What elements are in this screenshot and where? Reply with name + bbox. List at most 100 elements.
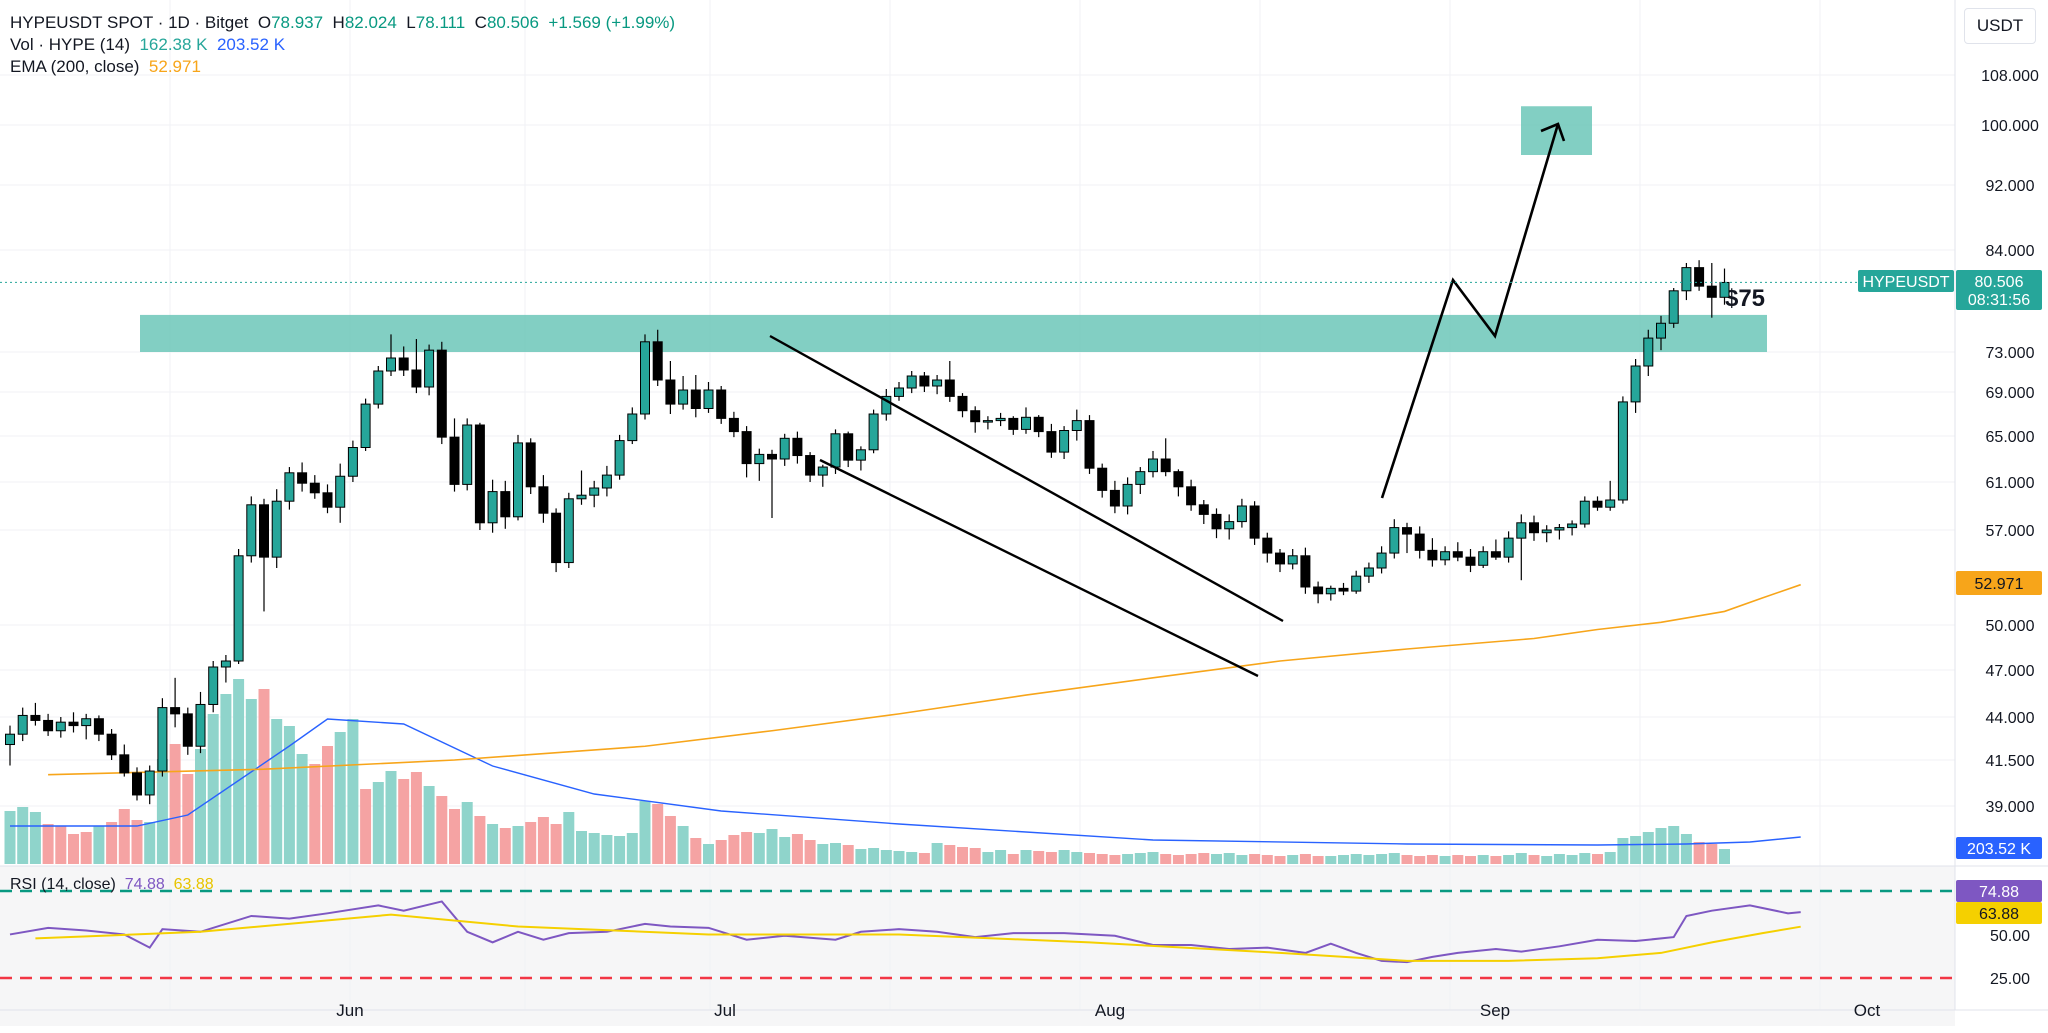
volume-bar xyxy=(1630,836,1642,864)
symbol-title: HYPEUSDT SPOT · 1D · Bitget xyxy=(10,13,249,32)
price-tick-label: 50.000 xyxy=(1986,618,2035,635)
candle-body xyxy=(1351,575,1362,592)
candle xyxy=(1021,407,1031,434)
volume-bar xyxy=(55,826,67,864)
volume-bar xyxy=(1338,855,1349,864)
volume-bar xyxy=(830,843,841,864)
candle-body xyxy=(195,703,206,747)
volume-bar xyxy=(1617,838,1629,864)
volume-bar xyxy=(512,826,524,864)
candle xyxy=(1503,531,1514,563)
volume-bar xyxy=(1592,854,1603,864)
candle-body xyxy=(436,349,447,438)
time-tick-label: Aug xyxy=(1095,1001,1125,1020)
candle xyxy=(627,407,638,445)
candle xyxy=(1236,498,1247,528)
candle xyxy=(500,480,511,529)
volume-bar xyxy=(703,844,714,864)
candle-body xyxy=(347,447,358,477)
last-price-tag-text: 80.506 xyxy=(1975,274,2024,291)
candle xyxy=(779,433,790,466)
candle xyxy=(1656,315,1666,351)
rsi-ma-tag-bg xyxy=(1956,902,2042,924)
candle-body xyxy=(246,504,257,557)
volume-bar xyxy=(1363,855,1375,864)
candle-body xyxy=(1046,431,1057,453)
candle xyxy=(386,334,396,376)
symbol-legend: HYPEUSDT SPOT · 1D · Bitget O78.937 H82.… xyxy=(10,13,676,32)
ema-value: 52.971 xyxy=(148,57,201,76)
volume-bar xyxy=(1007,854,1019,864)
candle xyxy=(525,438,536,494)
rsi-value-tag-bg xyxy=(1956,880,2042,902)
candle xyxy=(462,418,473,491)
candle xyxy=(640,334,650,420)
candle-body xyxy=(1300,555,1311,588)
volume-bar xyxy=(1122,854,1134,864)
candle-body xyxy=(525,442,536,488)
candle xyxy=(881,389,892,421)
volume-bar xyxy=(652,804,664,864)
candle-body xyxy=(843,433,854,461)
candle xyxy=(1516,514,1527,581)
candle-body xyxy=(779,437,790,460)
currency-selector[interactable]: USDT xyxy=(1964,8,2036,44)
candle xyxy=(271,489,282,568)
candle-body xyxy=(1402,527,1412,535)
volume-bar xyxy=(1414,856,1426,864)
volume-bar xyxy=(1211,854,1222,864)
volume-bar xyxy=(791,834,803,864)
candle xyxy=(208,661,219,713)
volume-bar xyxy=(1185,854,1197,864)
candle xyxy=(93,715,104,742)
candle-body xyxy=(1224,521,1235,530)
candle-body xyxy=(1694,267,1705,287)
candle-body xyxy=(1440,551,1451,561)
volume-bar xyxy=(131,820,143,864)
volume-bar xyxy=(1401,855,1413,864)
volume-bar xyxy=(4,811,16,864)
candle-body xyxy=(919,375,930,387)
symbol-price-tag-text: HYPEUSDT xyxy=(1862,274,1949,291)
candle xyxy=(1579,496,1590,528)
candle-body xyxy=(1668,290,1679,324)
candle xyxy=(449,418,460,492)
volume-bar xyxy=(614,836,626,864)
volume-bar xyxy=(1477,855,1489,864)
price-tick-label: 84.000 xyxy=(1986,243,2035,260)
candle xyxy=(1275,549,1285,573)
open-value: 78.937 xyxy=(271,13,324,32)
volume-ma-tag-text: 203.52 K xyxy=(1967,841,2031,858)
candle xyxy=(957,393,968,418)
candle xyxy=(1490,539,1501,560)
candle-body xyxy=(1287,555,1298,565)
time-tick-label: Jun xyxy=(336,1001,363,1020)
candle-body xyxy=(17,714,28,735)
price-tick-label: 44.000 xyxy=(1986,710,2035,727)
candle-body xyxy=(474,424,485,524)
time-tick-label: Oct xyxy=(1854,1001,1881,1020)
candle-body xyxy=(1186,486,1197,506)
candle-body xyxy=(30,714,41,721)
projection-arrowhead xyxy=(1540,122,1566,142)
volume-bar xyxy=(487,824,499,864)
candle-body xyxy=(500,491,511,518)
candle xyxy=(690,375,701,418)
volume-bar xyxy=(1147,852,1159,864)
volume-bar xyxy=(118,809,130,864)
volume-bar xyxy=(1045,852,1057,864)
candle xyxy=(754,448,765,481)
volume-bar xyxy=(1325,856,1337,864)
resistance-zone xyxy=(140,314,1767,352)
volume-bar xyxy=(1528,855,1540,864)
candle-body xyxy=(182,713,193,747)
candle xyxy=(259,498,269,612)
volume-bar xyxy=(93,826,105,864)
volume-bar xyxy=(1706,844,1718,864)
candle xyxy=(55,717,66,738)
candle xyxy=(360,398,371,451)
candle-body xyxy=(690,389,701,409)
candle-body xyxy=(1198,504,1209,515)
